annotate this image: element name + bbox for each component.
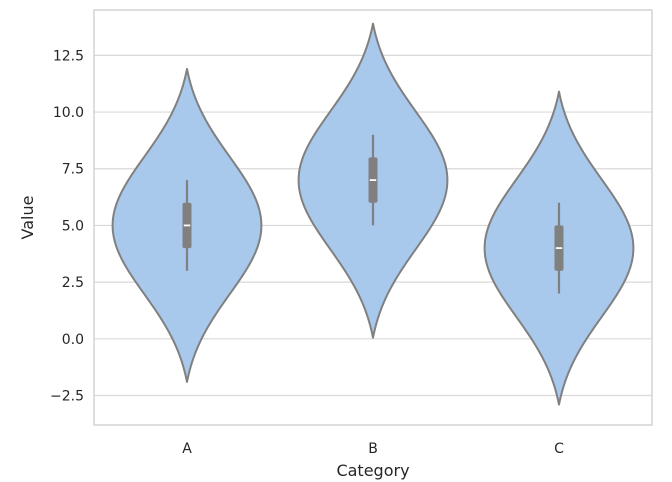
x-axis-title: Category [336,461,409,480]
box-layer [182,134,564,294]
x-tick-label: A [182,441,192,457]
plot-frame [93,9,653,426]
y-tick-label: 5.0 [62,218,84,234]
y-axis-title: Value [18,196,37,240]
y-tick-label: 10.0 [53,105,84,121]
y-tick-labels: −2.5 0.0 2.5 5.0 7.5 10.0 12.5 [50,48,84,404]
y-tick-label: 0.0 [62,332,84,348]
x-tick-label: B [368,441,378,457]
y-tick-label: 12.5 [53,48,84,64]
y-tick-label: −2.5 [50,389,84,405]
x-tick-labels: A B C [182,441,564,457]
y-tick-label: 2.5 [62,275,84,291]
y-tick-label: 7.5 [62,162,84,178]
x-tick-label: C [554,441,564,457]
